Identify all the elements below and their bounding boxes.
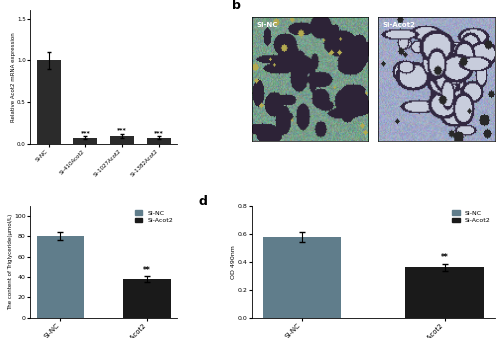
Bar: [123, 279, 171, 318]
Text: Si-Acot2: Si-Acot2: [383, 22, 416, 28]
Bar: [110, 136, 134, 144]
Bar: [74, 138, 98, 144]
Text: ***: ***: [117, 128, 127, 132]
Text: **: **: [441, 253, 448, 262]
Text: **: **: [143, 266, 151, 274]
Bar: [36, 236, 84, 318]
Text: ***: ***: [154, 130, 164, 135]
Legend: SI-NC, Si-Acot2: SI-NC, Si-Acot2: [134, 209, 174, 224]
Text: SI-NC: SI-NC: [256, 22, 278, 28]
Y-axis label: OD 490nm: OD 490nm: [232, 245, 236, 279]
Bar: [36, 61, 60, 144]
Text: ***: ***: [80, 130, 90, 135]
Y-axis label: Relative Acot2 mRNA expression: Relative Acot2 mRNA expression: [10, 32, 16, 122]
Bar: [147, 138, 171, 144]
Bar: [263, 237, 341, 318]
Y-axis label: The content of Triglyceride(μmol/L): The content of Triglyceride(μmol/L): [8, 214, 13, 310]
Text: b: b: [232, 0, 241, 13]
Bar: [406, 267, 484, 318]
Text: d: d: [198, 195, 207, 208]
Legend: SI-NC, Si-Acot2: SI-NC, Si-Acot2: [451, 209, 492, 224]
